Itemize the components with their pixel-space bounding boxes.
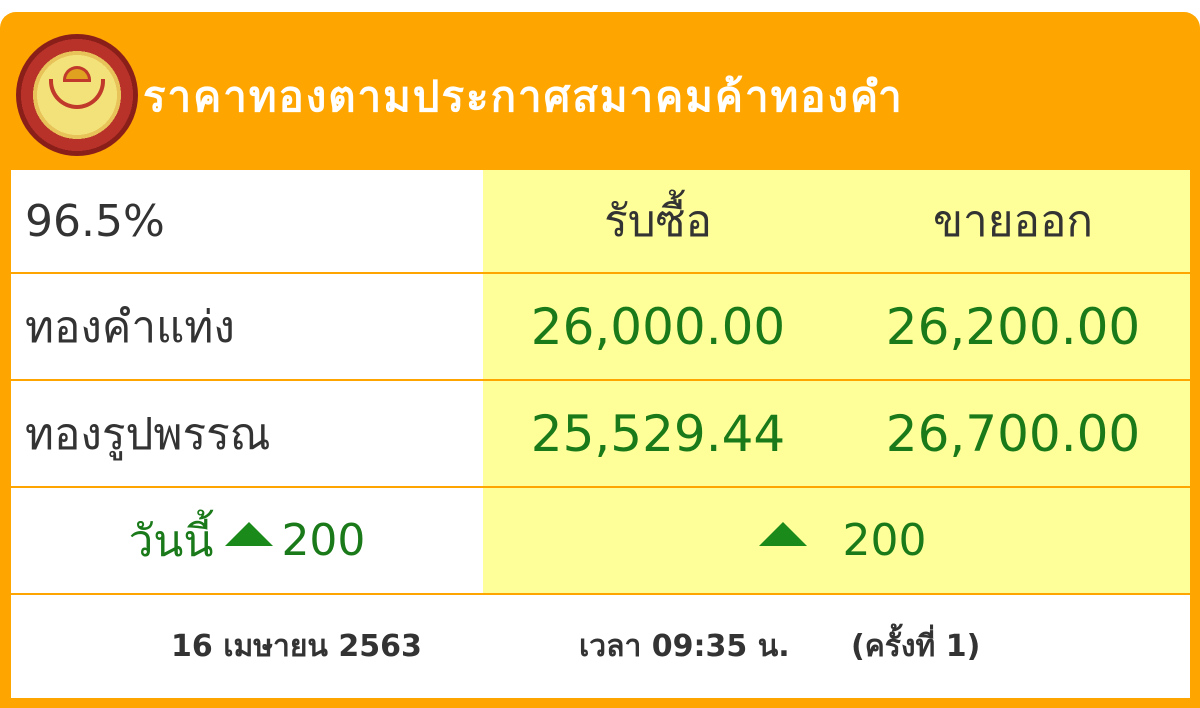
- sell-header: ขายออก: [932, 196, 1094, 247]
- price-table: 96.5% รับซื้อ ขายออก ทองคำแท่ง 26,000.00…: [11, 170, 1190, 698]
- change-row: วันนี้ 200 200: [11, 488, 1190, 595]
- widget-header: ราคาทองตามประกาศสมาคมค้าทองคำ: [0, 12, 1200, 170]
- announce-time: เวลา 09:35 น.: [579, 629, 790, 664]
- today-label: วันนี้: [128, 515, 214, 567]
- buy-price: 25,529.44: [530, 404, 786, 463]
- header-row: 96.5% รับซื้อ ขายออก: [11, 170, 1190, 274]
- row-label: ทองรูปพรรณ: [25, 408, 271, 460]
- footer-row: 16 เมษายน 2563 เวลา 09:35 น. (ครั้งที่ 1…: [11, 595, 1190, 698]
- today-change: 200: [281, 515, 366, 566]
- sell-price: 26,700.00: [885, 404, 1141, 463]
- gold-price-widget: ราคาทองตามประกาศสมาคมค้าทองคำ 96.5% รับซ…: [0, 12, 1200, 708]
- arrow-up-icon: [758, 521, 807, 546]
- purity-label: 96.5%: [25, 195, 165, 247]
- announce-round: (ครั้งที่ 1): [851, 629, 981, 664]
- sell-price: 26,200.00: [885, 297, 1141, 356]
- table-row: ทองรูปพรรณ 25,529.44 26,700.00: [11, 381, 1190, 488]
- announce-date: 16 เมษายน 2563: [171, 629, 422, 664]
- widget-title: ราคาทองตามประกาศสมาคมค้าทองคำ: [143, 72, 904, 121]
- table-row: ทองคำแท่ง 26,000.00 26,200.00: [11, 274, 1190, 381]
- buy-price: 26,000.00: [530, 297, 786, 356]
- arrow-up-icon: [225, 521, 274, 546]
- sell-change: 200: [842, 515, 927, 566]
- gold-traders-association-logo: [16, 34, 138, 156]
- row-label: ทองคำแท่ง: [25, 301, 235, 353]
- buy-header: รับซื้อ: [604, 196, 712, 247]
